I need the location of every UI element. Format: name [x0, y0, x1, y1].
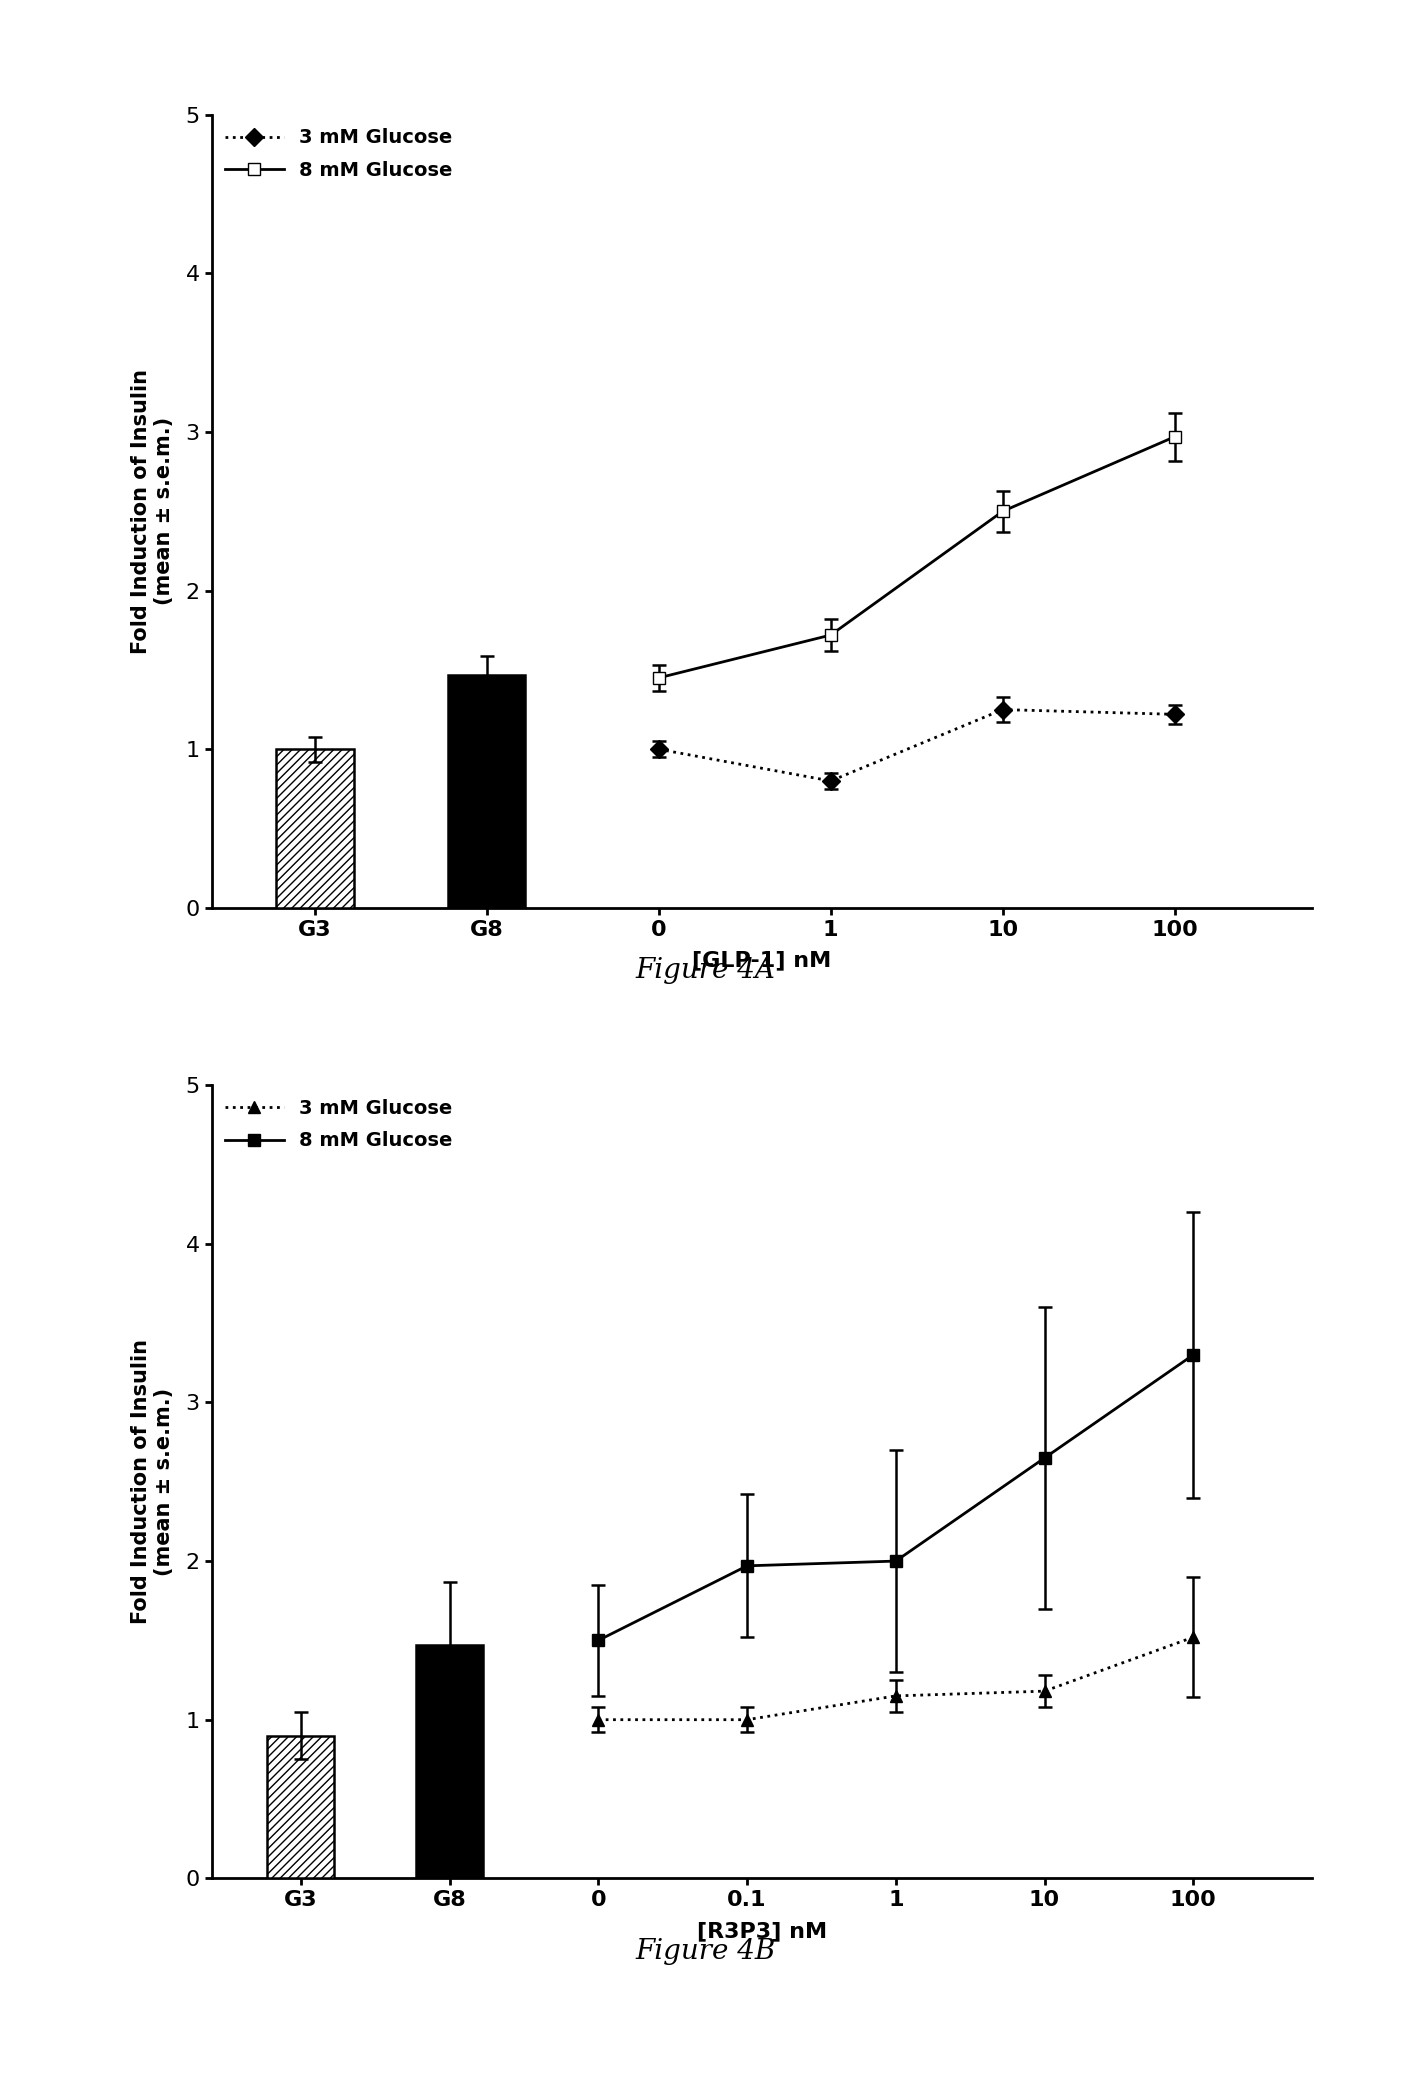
- X-axis label: [R3P3] nM: [R3P3] nM: [697, 1922, 827, 1941]
- Legend: 3 mM Glucose, 8 mM Glucose: 3 mM Glucose, 8 mM Glucose: [217, 1092, 460, 1158]
- Bar: [268, 1736, 334, 1878]
- X-axis label: [GLP-1] nM: [GLP-1] nM: [693, 952, 831, 970]
- Text: Figure 4A: Figure 4A: [635, 958, 776, 983]
- Bar: [449, 674, 525, 908]
- Y-axis label: Fold Induction of Insulin
(mean ± s.e.m.): Fold Induction of Insulin (mean ± s.e.m.…: [131, 369, 175, 653]
- Bar: [416, 1645, 483, 1878]
- Text: Figure 4B: Figure 4B: [635, 1939, 776, 1964]
- Bar: [277, 749, 354, 908]
- Legend: 3 mM Glucose, 8 mM Glucose: 3 mM Glucose, 8 mM Glucose: [217, 121, 460, 188]
- Y-axis label: Fold Induction of Insulin
(mean ± s.e.m.): Fold Induction of Insulin (mean ± s.e.m.…: [131, 1340, 175, 1624]
